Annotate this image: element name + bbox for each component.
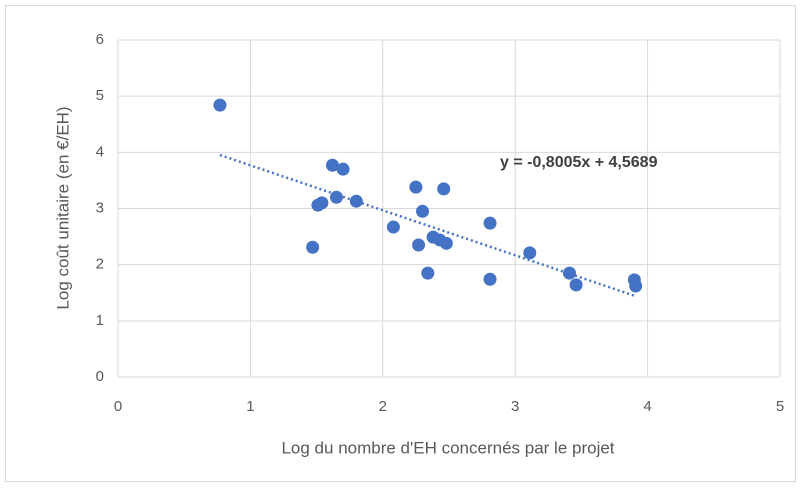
scatter-point [315,196,329,210]
scatter-point [325,158,339,172]
y-tick-label: 4 [96,143,104,160]
trendline-equation: y = -0,8005x + 4,5689 [500,154,658,171]
y-tick-label: 1 [96,312,104,329]
scatter-point [412,238,426,252]
y-tick-label: 6 [96,31,104,48]
y-tick-label: 3 [96,199,104,216]
scatter-point [336,162,350,176]
scatter-point [562,266,576,280]
scatter-point [421,266,435,280]
y-tick-label: 0 [96,368,104,385]
chart-border [5,5,796,482]
scatter-point [213,98,227,112]
x-tick-label: 2 [379,398,387,415]
scatter-point [439,236,453,250]
scatter-point [386,220,400,234]
y-tick-label: 5 [96,87,104,104]
x-tick-label: 5 [776,398,784,415]
scatter-point [349,194,363,208]
x-tick-label: 4 [643,398,651,415]
scatter-point [409,180,423,194]
scatter-point [569,278,583,292]
x-tick-label: 0 [114,398,122,415]
y-tick-label: 2 [96,256,104,273]
trendline [219,153,637,298]
y-axis-title: Log coût unitaire (en €/EH) [53,106,72,309]
scatter-point [629,279,643,293]
scatter-point [329,190,343,204]
x-tick-label: 1 [246,398,254,415]
scatter-point [437,182,451,196]
scatter-point [483,272,497,286]
scatter-point [483,216,497,230]
scatter-point [416,204,430,218]
scatter-point [523,246,537,260]
x-tick-label: 3 [511,398,519,415]
scatter-point [306,240,320,254]
x-axis-title: Log du nombre d'EH concernés par le proj… [281,438,614,457]
